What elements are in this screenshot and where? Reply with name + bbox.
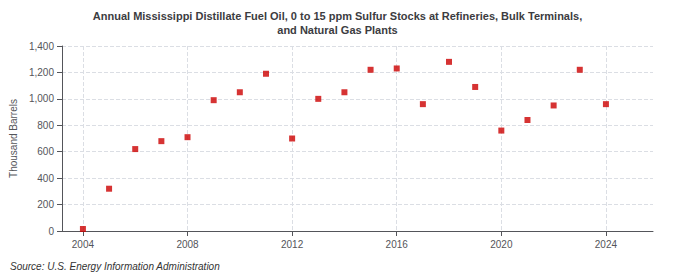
svg-text:2020: 2020 [490, 239, 513, 250]
svg-text:2024: 2024 [595, 239, 618, 250]
svg-text:2016: 2016 [386, 239, 409, 250]
svg-text:200: 200 [37, 199, 54, 210]
svg-text:0: 0 [48, 226, 54, 237]
svg-text:and Natural Gas Plants: and Natural Gas Plants [277, 24, 397, 36]
svg-text:2004: 2004 [72, 239, 95, 250]
svg-text:2008: 2008 [176, 239, 199, 250]
svg-text:600: 600 [37, 146, 54, 157]
svg-text:800: 800 [37, 120, 54, 131]
svg-text:1,400: 1,400 [29, 41, 54, 52]
svg-text:1,200: 1,200 [29, 67, 54, 78]
svg-text:Annual Mississippi Distillate: Annual Mississippi Distillate Fuel Oil, … [93, 10, 582, 22]
svg-text:Thousand Barrels: Thousand Barrels [8, 99, 19, 178]
svg-text:Source: U.S. Energy Informatio: Source: U.S. Energy Information Administ… [10, 261, 220, 272]
svg-text:2012: 2012 [281, 239, 304, 250]
svg-text:1,000: 1,000 [29, 93, 54, 104]
svg-text:400: 400 [37, 173, 54, 184]
